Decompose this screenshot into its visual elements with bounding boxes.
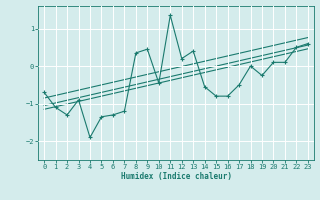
X-axis label: Humidex (Indice chaleur): Humidex (Indice chaleur) xyxy=(121,172,231,181)
